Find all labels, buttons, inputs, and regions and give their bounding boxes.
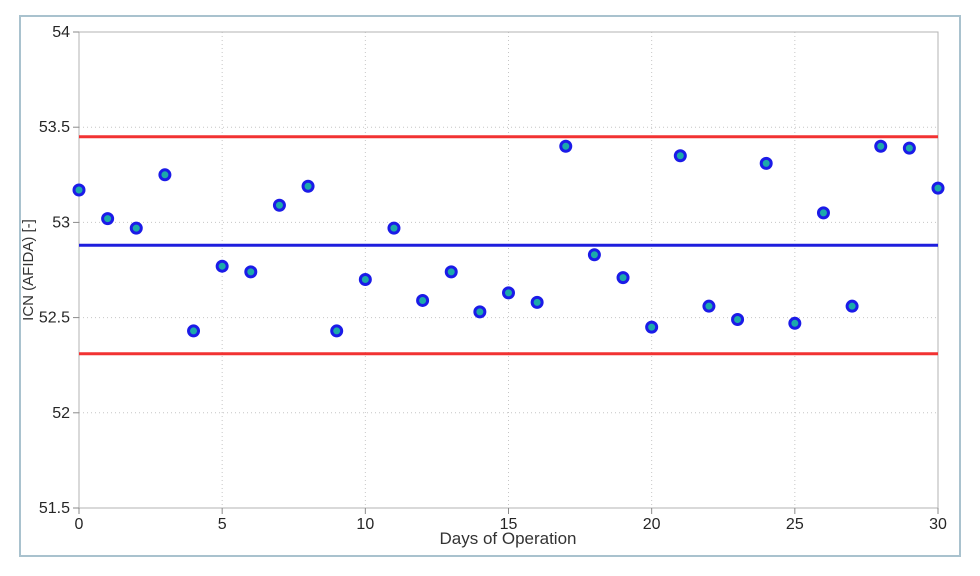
data-point (272, 198, 286, 212)
y-tick-label: 51.5 (39, 500, 70, 517)
data-point (845, 299, 859, 313)
data-point (759, 156, 773, 170)
data-point (72, 183, 86, 197)
data-point (931, 181, 945, 195)
y-tick-label: 52.5 (39, 310, 70, 327)
y-axis-label: ICN (AFIDA) [-] (20, 219, 37, 321)
data-point (416, 293, 430, 307)
y-tick-label: 52 (52, 405, 70, 422)
data-point (244, 265, 258, 279)
data-point (187, 324, 201, 338)
data-point (473, 305, 487, 319)
data-point (358, 273, 372, 287)
data-point (874, 139, 888, 153)
y-tick-label: 53 (52, 214, 70, 231)
data-point (444, 265, 458, 279)
data-point (587, 248, 601, 262)
x-tick-label: 20 (643, 516, 661, 533)
data-point (902, 141, 916, 155)
data-point (101, 212, 115, 226)
data-point (387, 221, 401, 235)
data-point (129, 221, 143, 235)
x-tick-label: 5 (218, 516, 227, 533)
data-point (816, 206, 830, 220)
figure-border (19, 15, 961, 557)
y-tick-label: 53.5 (39, 119, 70, 136)
data-point (330, 324, 344, 338)
x-tick-label: 30 (929, 516, 947, 533)
x-axis-label: Days of Operation (439, 529, 577, 548)
data-point (616, 271, 630, 285)
x-tick-label: 15 (500, 516, 518, 533)
data-point (788, 316, 802, 330)
data-point (502, 286, 515, 300)
data-point (215, 259, 229, 273)
data-point (530, 295, 544, 309)
data-point (731, 313, 745, 327)
data-point (645, 320, 659, 334)
y-tick-label: 54 (52, 24, 70, 41)
data-point (301, 179, 315, 193)
data-point (158, 168, 172, 182)
x-tick-label: 25 (786, 516, 804, 533)
x-tick-label: 0 (75, 516, 84, 533)
data-point (702, 299, 716, 313)
data-point (673, 149, 687, 163)
x-tick-label: 10 (356, 516, 374, 533)
data-point (559, 139, 573, 153)
